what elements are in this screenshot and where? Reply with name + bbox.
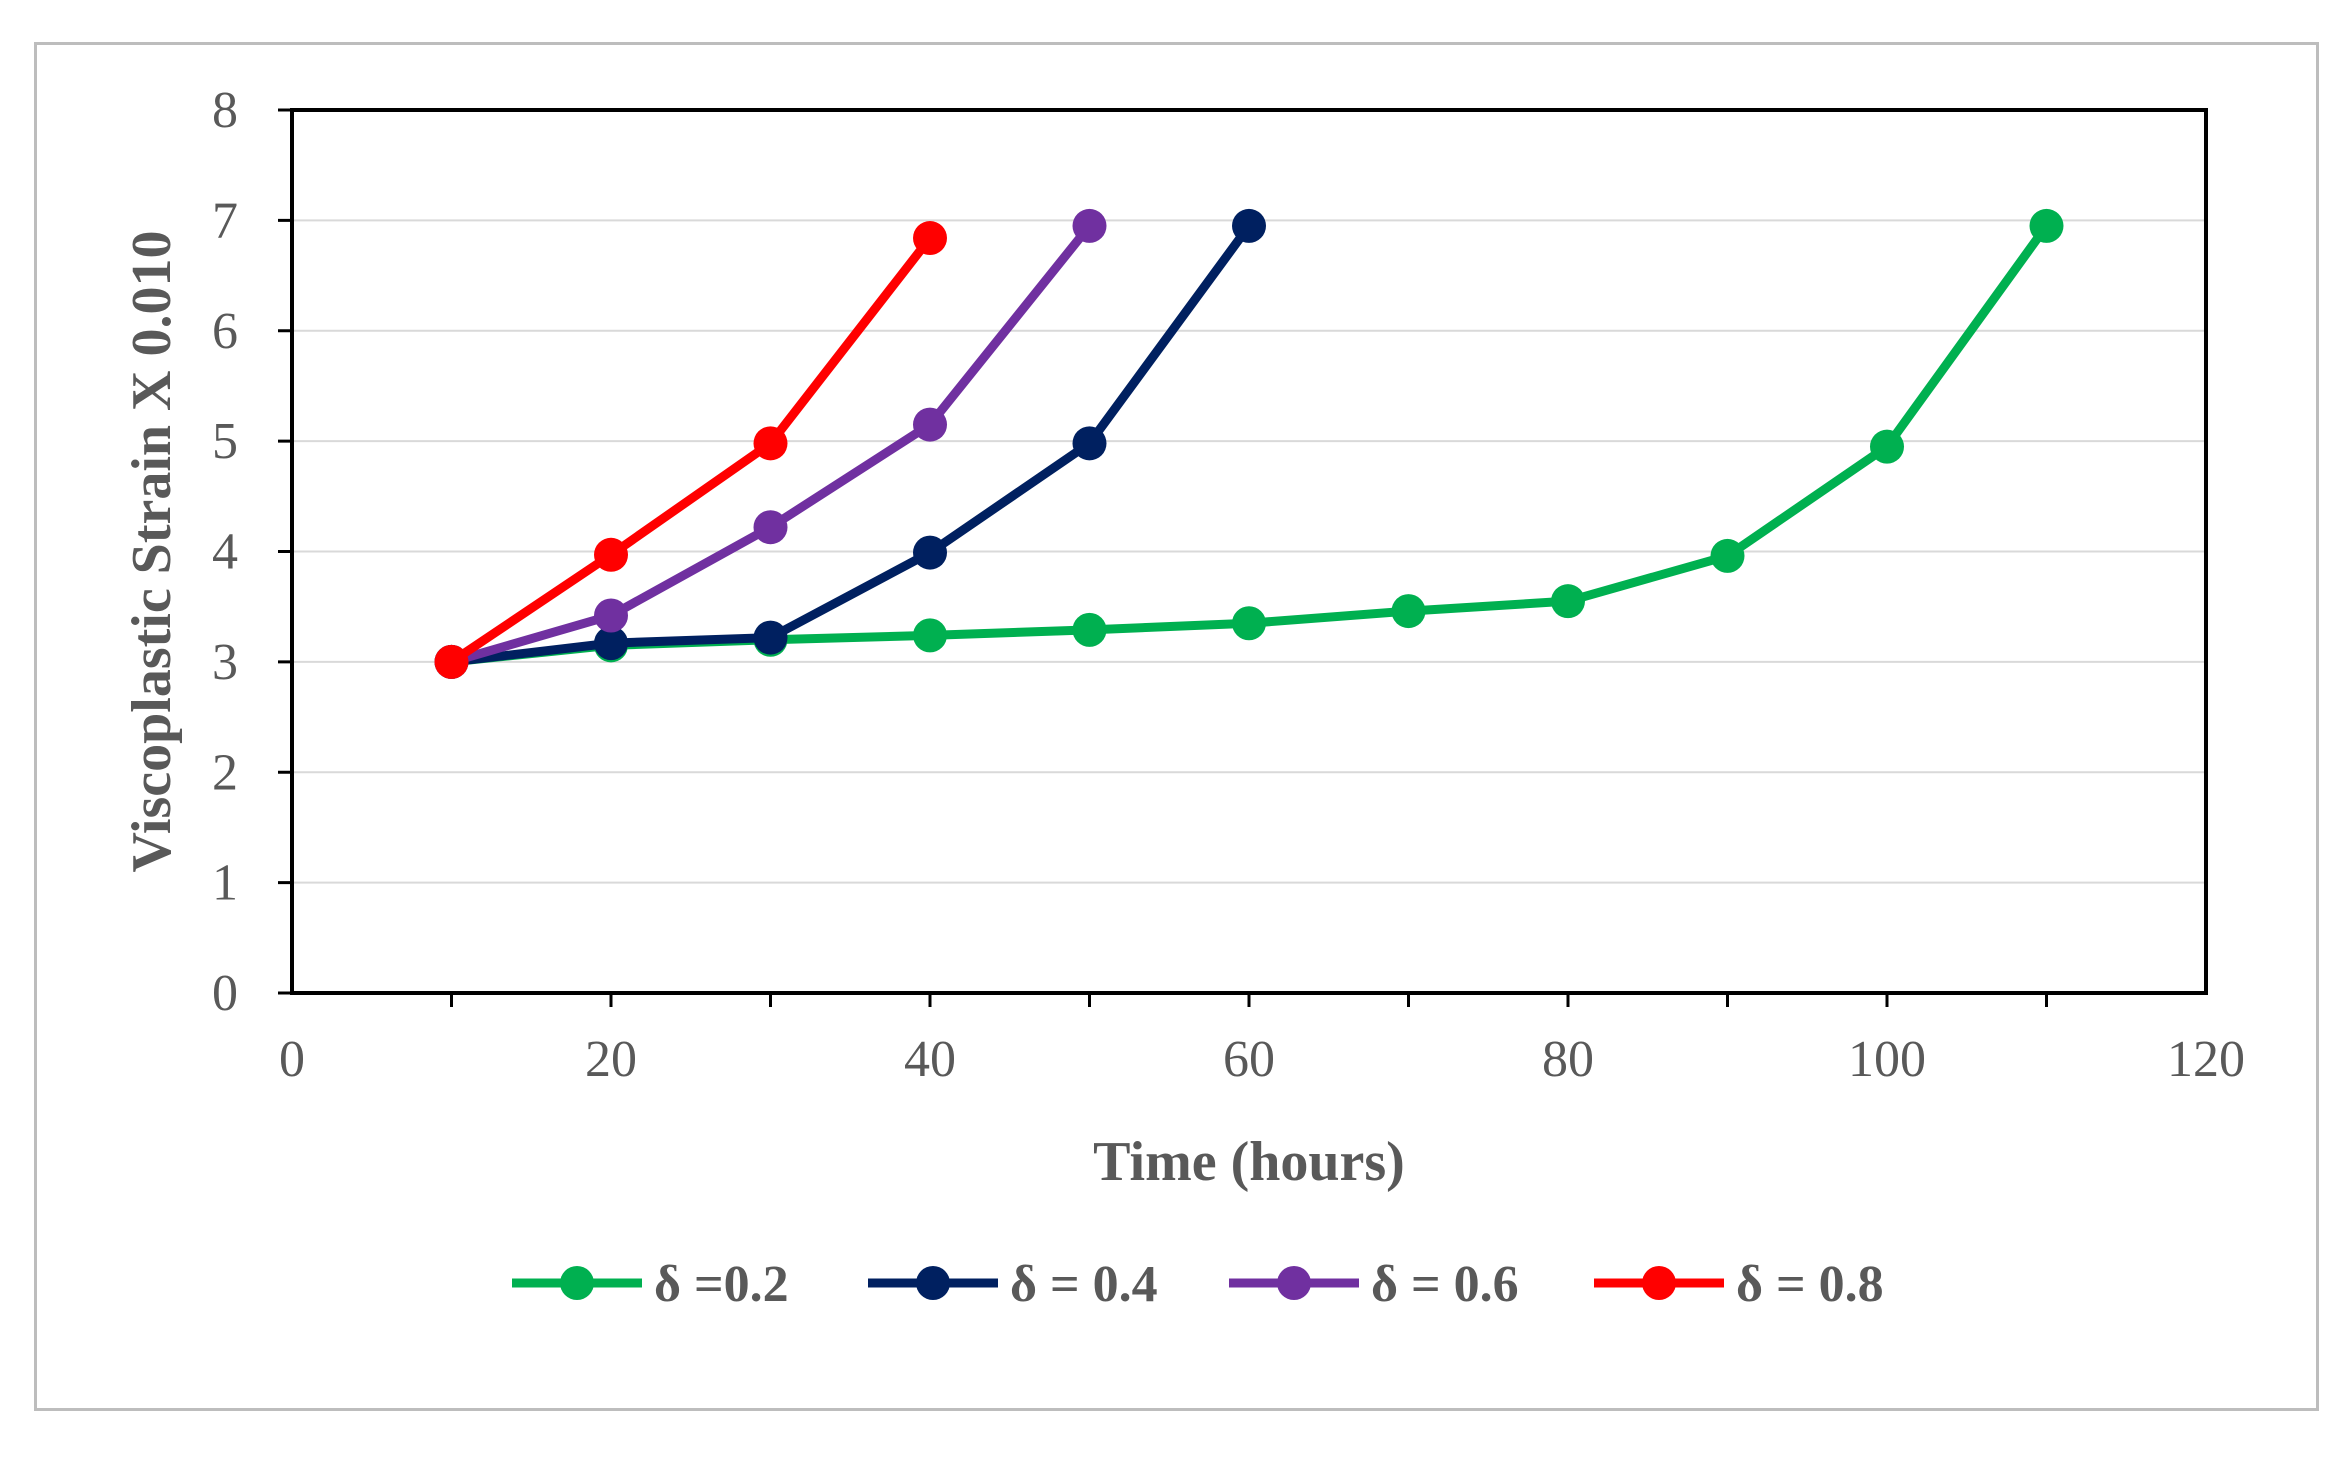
series-line — [447, 221, 1254, 667]
y-tick-label: 2 — [212, 744, 238, 801]
data-point — [1232, 208, 1266, 243]
gridlines — [292, 219, 2206, 884]
series-4 — [434, 221, 947, 679]
y-tick-label: 6 — [212, 303, 238, 360]
x-tick-label: 0 — [279, 1031, 305, 1088]
data-point — [1551, 584, 1585, 619]
data-point — [594, 626, 628, 661]
data-point — [594, 598, 628, 633]
x-tick-label: 100 — [1848, 1031, 1926, 1088]
data-point — [1072, 426, 1107, 461]
x-axis-title: Time (hours) — [1093, 1131, 1405, 1193]
legend: δ =0.2 δ = 0.4 δ = 0.6 δ = 0.8 — [512, 1256, 1884, 1313]
legend-label: δ = 0.8 — [1736, 1256, 1884, 1313]
y-tick-label: 4 — [212, 524, 238, 581]
data-point — [753, 510, 788, 545]
data-point — [1870, 429, 1904, 464]
data-point — [1072, 612, 1107, 647]
x-tick-label: 120 — [2167, 1031, 2245, 1088]
y-tick-label: 1 — [212, 855, 238, 912]
y-tick-label: 8 — [212, 82, 238, 139]
x-tick-labels: 0 20 40 60 80 100 120 — [279, 1031, 2245, 1088]
legend-marker — [1642, 1266, 1676, 1300]
data-point — [1072, 208, 1107, 243]
legend-label: δ =0.2 — [654, 1256, 789, 1313]
legend-marker — [560, 1266, 594, 1300]
legend-label: δ = 0.4 — [1010, 1256, 1158, 1313]
series-line — [447, 221, 2051, 667]
data-point — [913, 535, 947, 570]
data-point — [913, 221, 947, 256]
data-point — [913, 407, 947, 442]
x-tick-marks — [450, 993, 2048, 1007]
legend-marker — [916, 1266, 950, 1300]
data-point — [594, 537, 628, 572]
y-tick-labels: 0 1 2 3 4 5 6 7 8 — [212, 82, 292, 1022]
data-point — [753, 620, 788, 655]
data-point — [1391, 594, 1426, 629]
x-tick-label: 40 — [904, 1031, 956, 1088]
legend-item: δ = 0.4 — [868, 1256, 1158, 1313]
series-1 — [434, 208, 2064, 679]
data-point — [1710, 538, 1745, 573]
x-tick-label: 60 — [1223, 1031, 1275, 1088]
x-tick-label: 80 — [1542, 1031, 1594, 1088]
x-tick-label: 20 — [585, 1031, 637, 1088]
series-3 — [434, 208, 1107, 679]
data-point — [2029, 208, 2064, 243]
legend-label: δ = 0.6 — [1371, 1256, 1519, 1313]
legend-item: δ =0.2 — [512, 1256, 789, 1313]
y-tick-label: 7 — [212, 192, 238, 249]
series-2 — [434, 208, 1266, 679]
data-point — [753, 426, 788, 461]
chart-frame — [34, 42, 2319, 1411]
data-point — [434, 644, 469, 679]
series-line — [447, 233, 935, 667]
legend-item: δ = 0.6 — [1229, 1256, 1519, 1313]
y-axis-title: Viscoplastic Strain X 0.010 — [121, 231, 183, 873]
data-point — [1232, 606, 1266, 641]
data-point — [913, 618, 947, 653]
legend-marker — [1277, 1266, 1311, 1300]
y-tick-label: 5 — [212, 413, 238, 470]
legend-item: δ = 0.8 — [1594, 1256, 1884, 1313]
y-tick-label: 0 — [212, 965, 238, 1022]
y-tick-label: 3 — [212, 634, 238, 691]
series-group — [434, 208, 2064, 679]
